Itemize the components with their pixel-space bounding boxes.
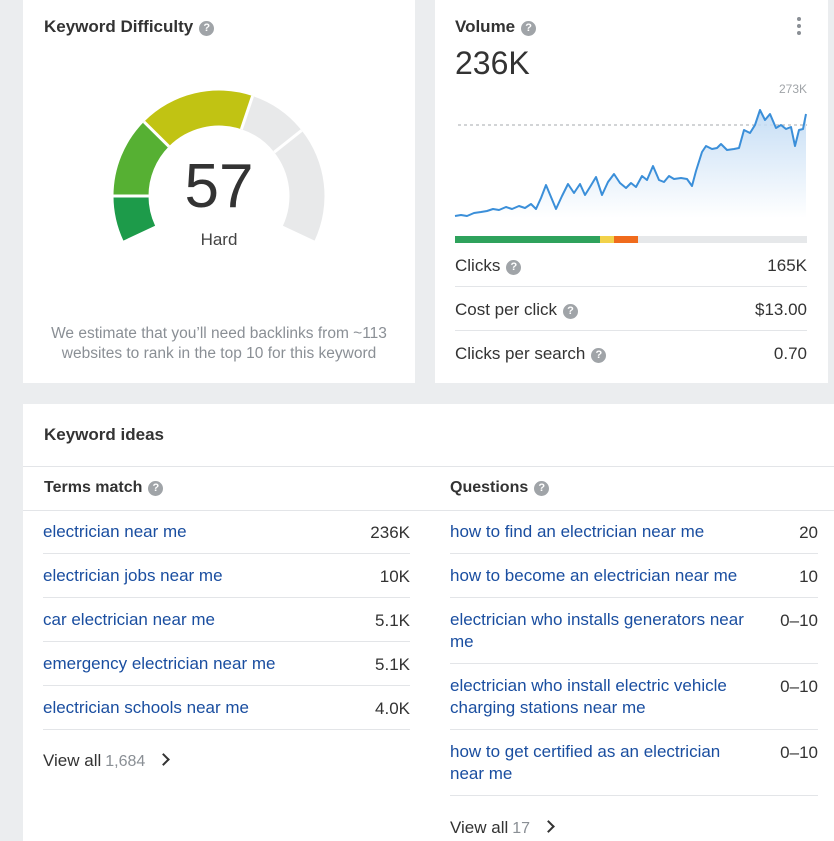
list-item: electrician who installs generators near… bbox=[450, 598, 818, 664]
list-item: electrician who install electric vehicle… bbox=[450, 664, 818, 730]
volume-value: 236K bbox=[455, 45, 530, 81]
list-item: how to find an electrician near me 20 bbox=[450, 510, 818, 554]
clicks-label: Clicks bbox=[455, 256, 501, 275]
keyword-volume: 5.1K bbox=[375, 655, 410, 674]
list-item: electrician schools near me 4.0K bbox=[43, 686, 410, 730]
keyword-link[interactable]: electrician jobs near me bbox=[43, 566, 223, 585]
keyword-volume: 0–10 bbox=[780, 677, 818, 696]
difficulty-gauge bbox=[113, 90, 325, 241]
help-icon[interactable]: ? bbox=[521, 21, 537, 36]
keyword-link[interactable]: electrician who install electric vehicle… bbox=[450, 676, 727, 717]
keyword-volume: 5.1K bbox=[375, 611, 410, 630]
gauge-segment-2 bbox=[113, 121, 169, 196]
help-icon[interactable]: ? bbox=[591, 348, 607, 363]
list-item: car electrician near me 5.1K bbox=[43, 598, 410, 642]
keyword-volume: 10K bbox=[379, 567, 410, 586]
keyword-link[interactable]: electrician schools near me bbox=[43, 698, 249, 717]
divider bbox=[23, 466, 834, 467]
keyword-link[interactable]: car electrician near me bbox=[43, 610, 215, 629]
keyword-ideas-title: Keyword ideas bbox=[44, 425, 164, 444]
list-item: emergency electrician near me 5.1K bbox=[43, 642, 410, 686]
questions-heading: Questions bbox=[450, 479, 529, 496]
keyword-volume: 0–10 bbox=[780, 743, 818, 762]
list-item: how to become an electrician near me 10 bbox=[450, 554, 818, 598]
organic-clicks-segment bbox=[455, 236, 600, 243]
keyword-link[interactable]: how to get certified as an electrician n… bbox=[450, 742, 721, 783]
help-icon[interactable]: ? bbox=[148, 481, 164, 496]
cpc-row: Cost per click? $13.00 bbox=[455, 286, 807, 330]
paid-clicks-segment bbox=[600, 236, 614, 243]
terms-match-list: electrician near me 236K electrician job… bbox=[43, 510, 410, 730]
other-clicks-segment bbox=[614, 236, 638, 243]
keyword-volume: 4.0K bbox=[375, 699, 410, 718]
chevron-right-icon bbox=[542, 820, 555, 833]
cpc-value: $13.00 bbox=[755, 300, 807, 319]
gauge-segment-4 bbox=[241, 96, 302, 153]
view-all-label: View all bbox=[450, 818, 509, 837]
chevron-right-icon bbox=[157, 753, 171, 766]
terms-match-heading: Terms match bbox=[44, 479, 143, 496]
keyword-link[interactable]: electrician near me bbox=[43, 522, 187, 541]
more-vertical-icon[interactable] bbox=[796, 17, 802, 35]
keyword-difficulty-title: Keyword Difficulty bbox=[44, 17, 194, 36]
clicks-value: 165K bbox=[767, 256, 807, 275]
help-icon[interactable]: ? bbox=[199, 21, 215, 36]
help-icon[interactable]: ? bbox=[506, 260, 522, 275]
keyword-link[interactable]: how to find an electrician near me bbox=[450, 522, 705, 541]
gauge-segment-3 bbox=[144, 90, 253, 147]
volume-title: Volume bbox=[455, 17, 516, 36]
volume-line bbox=[454, 109, 807, 217]
view-all-count: 1,684 bbox=[105, 753, 146, 770]
backlinks-estimate: We estimate that you’ll need backlinks f… bbox=[51, 325, 387, 362]
gauge-segment-1 bbox=[113, 196, 156, 241]
keyword-link[interactable]: emergency electrician near me bbox=[43, 654, 276, 673]
list-item: how to get certified as an electrician n… bbox=[450, 730, 818, 796]
difficulty-score: 57 bbox=[184, 152, 254, 221]
view-all-label: View all bbox=[43, 751, 102, 770]
cpc-label: Cost per click bbox=[455, 300, 558, 319]
keyword-difficulty-card: Keyword Difficulty? 57 Hard We estimat bbox=[23, 0, 415, 383]
divider bbox=[23, 510, 834, 511]
volume-card: Volume? 236K 273K Clicks? 165K Cost per … bbox=[435, 0, 828, 383]
volume-area bbox=[455, 110, 806, 218]
keyword-link[interactable]: how to become an electrician near me bbox=[450, 566, 738, 585]
help-icon[interactable]: ? bbox=[563, 304, 579, 319]
keyword-link[interactable]: electrician who installs generators near… bbox=[450, 610, 744, 651]
list-item: electrician near me 236K bbox=[43, 510, 410, 554]
keyword-volume: 20 bbox=[799, 523, 818, 542]
questions-view-all-link[interactable]: View all 17 bbox=[450, 818, 555, 838]
clicks-per-search-label: Clicks per search bbox=[455, 344, 586, 363]
difficulty-label: Hard bbox=[200, 230, 238, 249]
view-all-count: 17 bbox=[512, 820, 531, 837]
volume-trend-chart: 273K bbox=[454, 82, 807, 218]
gauge-segment-5 bbox=[274, 130, 325, 241]
keyword-volume: 10 bbox=[799, 567, 818, 586]
chart-peak-label: 273K bbox=[779, 82, 807, 96]
keyword-volume: 0–10 bbox=[780, 611, 818, 630]
list-item: electrician jobs near me 10K bbox=[43, 554, 410, 598]
clicks-row: Clicks? 165K bbox=[455, 256, 807, 300]
clicks-per-search-value: 0.70 bbox=[773, 344, 807, 363]
clicks-per-search-row: Clicks per search? 0.70 bbox=[455, 330, 807, 374]
clicks-distribution-bar bbox=[455, 236, 807, 243]
questions-list: how to find an electrician near me 20 ho… bbox=[450, 510, 818, 796]
keyword-volume: 236K bbox=[370, 523, 410, 542]
terms-view-all-link[interactable]: View all 1,684 bbox=[43, 751, 171, 771]
keyword-ideas-card: Keyword ideas Terms match? Questions? el… bbox=[23, 404, 834, 841]
help-icon[interactable]: ? bbox=[534, 481, 550, 496]
